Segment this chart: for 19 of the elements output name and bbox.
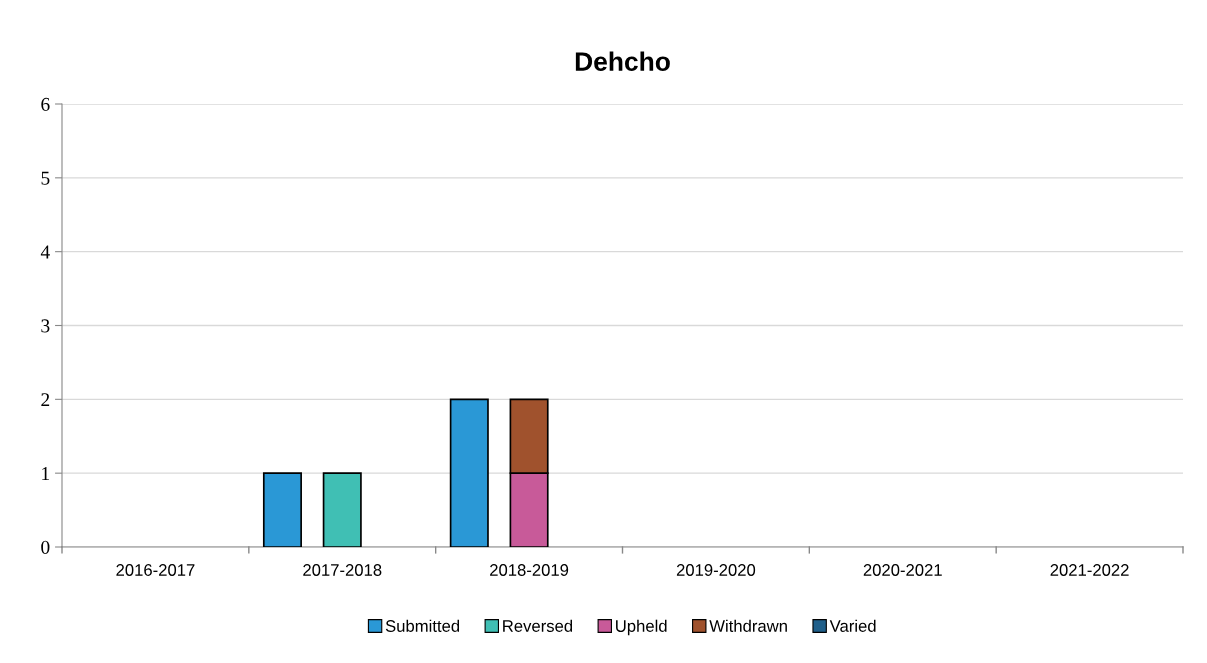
legend-label: Reversed [503, 619, 573, 632]
x-tick-label: 2019-2020 [676, 564, 756, 576]
chart-title: Dehcho [575, 51, 670, 71]
x-tick-label: 2018-2019 [490, 564, 569, 576]
y-tick-label: 3 [41, 319, 50, 333]
y-tick-label: 0 [41, 540, 50, 554]
legend-label: Varied [829, 619, 876, 632]
x-tick-label: 2020-2021 [863, 564, 942, 576]
y-tick-label: 6 [41, 97, 50, 111]
y-tick-label: 1 [42, 467, 50, 480]
y-tick-label: 2 [41, 393, 50, 407]
legend-label: Upheld [616, 619, 667, 636]
y-tick-label: 4 [40, 245, 50, 259]
x-tick-label: 2017-2018 [303, 564, 382, 576]
legend-label: Submitted [385, 619, 460, 632]
x-tick-label: 2016-2017 [116, 564, 195, 576]
y-tick-label: 5 [41, 171, 50, 185]
x-tick-label: 2021-2022 [1050, 564, 1129, 576]
legend-label: Withdrawn [709, 619, 787, 632]
